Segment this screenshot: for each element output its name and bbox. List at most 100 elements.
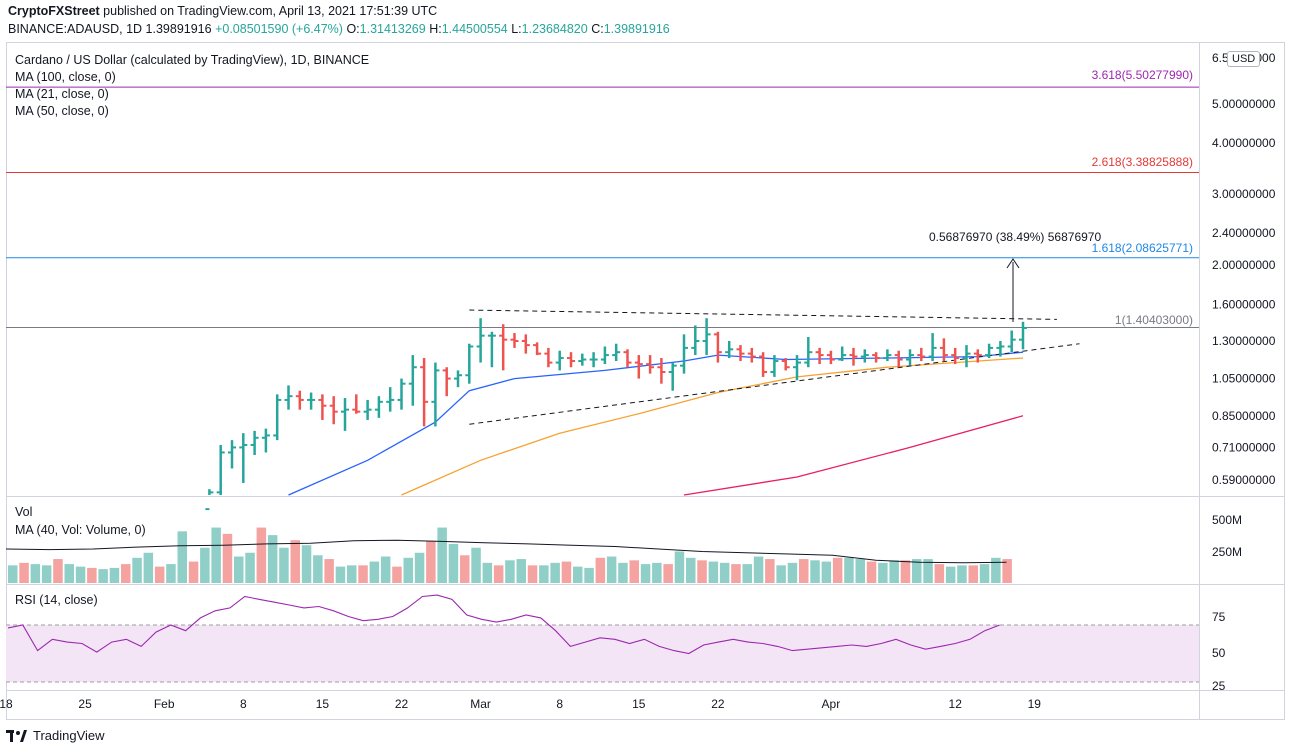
volume-bar [392,566,402,583]
ohlc-bar [736,345,745,362]
volume-bar [30,564,41,583]
price-tick-label: 2.40000000 [1212,226,1276,240]
volume-bar [426,541,436,583]
close-label: C: [591,22,604,36]
ohlc-bar [352,394,361,414]
close-value: 1.39891916 [603,22,670,36]
ohlc-bar [567,352,575,368]
volume-bar [505,560,515,583]
ma21-line [288,351,1024,496]
volume-bar [606,556,617,583]
ohlc-bar [600,346,609,365]
ohlc-bar [228,440,236,469]
volume-bar [301,545,312,583]
tradingview-footer[interactable]: TradingView [6,728,105,743]
volume-bar [460,555,470,583]
ohlc-bar [759,352,768,377]
volume-bar [787,562,798,583]
ohlc-bar [487,331,496,368]
price-tick-label: 0.71000000 [1212,440,1276,454]
ohlc-bar [329,396,338,425]
ohlc-bar [657,358,666,384]
main-legend-title: Cardano / US Dollar (calculated by Tradi… [15,53,370,67]
ohlc-bar [363,399,372,420]
volume-bar [799,559,809,583]
published-text: published on TradingView.com, April 13, … [103,4,438,18]
ohlc-bar [510,333,519,348]
volume-legend-ma[interactable]: MA (40, Vol: Volume, 0) [15,523,146,537]
ohlc-bar [1019,321,1027,350]
volume-bar [618,562,628,583]
ohlc-bar [996,341,1005,357]
ma50-line [401,357,1024,496]
time-axis[interactable]: 18 25 Feb 8 15 22 Mar 8 15 22 Apr 12 19 [0,697,1041,711]
ohlc-bar [1007,330,1016,353]
ohlc-bar [702,318,711,356]
legend-ma100[interactable]: MA (100, close, 0) [15,70,116,84]
volume-bar [629,560,639,583]
volume-bar [448,543,459,583]
price-tick-label: 1.30000000 [1212,334,1276,348]
volume-bar [674,551,685,583]
publisher-name[interactable]: CryptoFXStreet [8,4,100,18]
date-tick-label: 8 [240,697,247,711]
volume-bar [595,557,606,583]
ohlc-bar [668,362,677,391]
volume-bar [968,565,978,583]
volume-bar [957,565,967,583]
ohlc-bar [499,324,508,371]
volume-bar [844,557,854,583]
ohlc-bar [374,396,383,418]
high-value: 1.44500554 [441,22,508,36]
volume-bar [765,559,775,583]
volume-bar [516,559,526,583]
ohlc-bar [261,428,270,453]
volume-bar [652,562,662,583]
legend-ma21[interactable]: MA (21, close, 0) [15,87,109,101]
ohlc-bar [860,349,869,363]
trendlines [469,309,1080,425]
date-tick-label: 15 [316,697,330,711]
volume-bar [19,562,29,583]
volume-bar [708,561,719,583]
date-tick-label: 15 [632,697,646,711]
volume-tick-250m: 250M [1212,545,1242,559]
rsi-line-group [7,594,1000,655]
volume-bar [663,564,673,583]
ohlc-bar [973,349,982,363]
price-axis[interactable]: 6.500000005.000000004.000000003.00000000… [1212,51,1276,487]
ohlc-bar [589,352,598,368]
tradingview-brand-text: TradingView [33,728,105,743]
date-tick-label: 25 [78,697,92,711]
volume-bar [143,552,154,583]
volume-bar [697,560,707,583]
ohlc-bar [713,331,722,363]
price-tick-label: 1.05000000 [1212,372,1276,386]
volume-bar [832,557,843,583]
volume-bar [437,527,447,583]
volume-bar [121,564,131,583]
volume-bar [821,561,832,583]
volume-bar [855,559,865,583]
volume-bar [53,559,63,583]
legend-ma50[interactable]: MA (50, close, 0) [15,104,109,118]
volume-bar [471,547,481,583]
volume-bar [132,557,142,583]
volume-bars [5,527,1012,583]
rsi-tick-75: 75 [1212,610,1226,624]
currency-badge[interactable]: USD [1227,51,1261,67]
ohlc-bar [872,352,881,363]
volume-bar [267,535,278,583]
ohlc-bar [239,433,248,484]
volume-bar [719,562,730,583]
date-tick-label: 12 [949,697,963,711]
volume-bar [177,531,187,583]
rsi-legend-title[interactable]: RSI (14, close) [15,593,98,607]
date-tick-label: 19 [1028,697,1042,711]
volume-bar [482,562,493,583]
volume-bar [527,565,538,583]
price-tick-label: 2.00000000 [1212,258,1276,272]
volume-bar [64,564,74,583]
volume-bar [211,527,221,583]
